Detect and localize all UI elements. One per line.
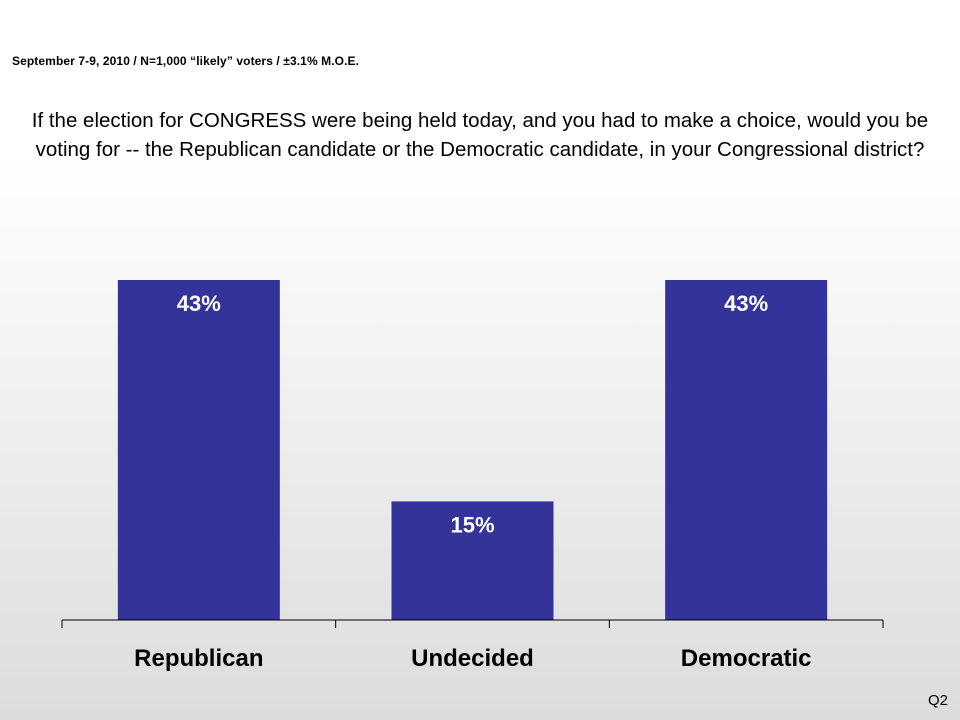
bar-undecided (391, 501, 554, 620)
category-label-democratic: Democratic (681, 645, 812, 672)
data-label-democratic: 43% (724, 291, 768, 316)
category-label-undecided: Undecided (411, 645, 534, 672)
category-label-republican: Republican (134, 645, 263, 672)
question-title: If the election for CONGRESS were being … (31, 109, 929, 161)
data-label-republican: 43% (177, 291, 221, 316)
bar-republican (117, 280, 280, 620)
survey-info: September 7-9, 2010 / N=1,000 “likely” v… (12, 54, 360, 68)
bar-democratic (665, 280, 828, 620)
data-label-undecided: 15% (450, 512, 494, 537)
question-id: Q2 (927, 692, 948, 709)
